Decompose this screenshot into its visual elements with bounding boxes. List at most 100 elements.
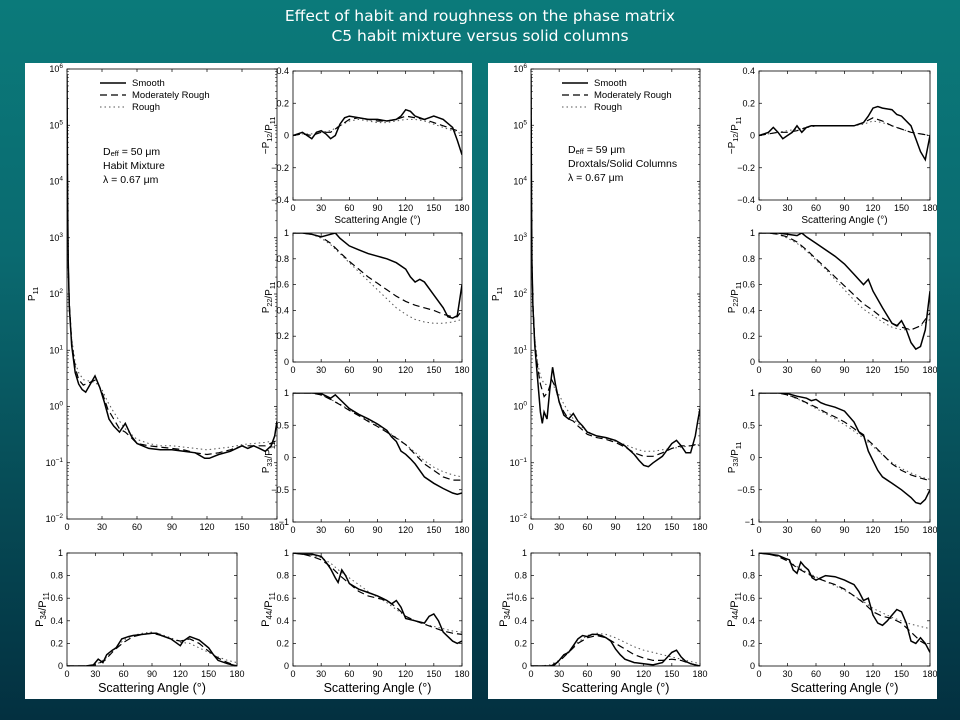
- chart-p34: 0 30 60 90 120 150 18000.20.40.60.81P34/P11Sca…: [498, 548, 708, 695]
- series-line-smooth: [293, 553, 462, 645]
- y-tick-label: 0.2: [514, 638, 527, 648]
- x-tick-label: 90: [839, 669, 849, 679]
- y-tick-exponent: 1: [523, 344, 527, 351]
- series-line-smooth: [293, 393, 462, 496]
- x-tick-label: 180: [454, 525, 469, 535]
- x-tick-label: 60: [582, 522, 592, 532]
- legend-label-rough: Rough: [594, 102, 622, 113]
- series-line-rough: [759, 233, 930, 331]
- y-tick-label: 100: [513, 401, 527, 412]
- y-axis-label-part: P: [261, 466, 272, 473]
- y-tick-label: 0.8: [742, 571, 755, 581]
- plot-frame: [758, 552, 931, 667]
- series-line-smooth: [293, 233, 462, 319]
- y-tick-label: 0.2: [742, 98, 755, 108]
- y-tick-label: 1: [284, 548, 289, 558]
- y-axis-label-subscript: 44: [265, 610, 274, 619]
- y-tick-label: 0.6: [276, 593, 289, 603]
- y-tick-exponent: 0: [523, 401, 527, 408]
- x-tick-label: 0: [64, 522, 69, 532]
- x-tick-label: 30: [554, 522, 564, 532]
- chart-p44: 0 30 60 90 120 150 18000.20.40.60.81P44/P11Sca…: [260, 548, 470, 695]
- chart-p34: 0 30 60 90 120 150 18000.20.40.60.81P34/P11Sca…: [34, 548, 245, 695]
- series-line-smooth: [293, 108, 462, 156]
- chart-p44: 0 30 60 90 120 150 18000.20.40.60.81P44/P11Sca…: [726, 548, 937, 695]
- y-axis-label-part: /: [264, 131, 275, 134]
- x-tick-label: 90: [610, 522, 620, 532]
- y-tick-label: 0.4: [276, 66, 289, 76]
- y-axis-label: P11: [491, 287, 504, 301]
- y-axis-label: P44/P11: [260, 592, 277, 627]
- x-tick-label: 180: [922, 669, 937, 679]
- x-tick-label: 120: [398, 203, 413, 213]
- x-tick-label: 60: [344, 365, 354, 375]
- y-axis-label-subscript: 11: [734, 442, 743, 449]
- x-tick-label: 30: [316, 525, 326, 535]
- x-tick-label: 30: [782, 669, 792, 679]
- chart-p12: 0 30 60 90 120 150 180 −0.4 −0.2 0 0.2 0.4 −P12/P11 S…: [727, 66, 937, 226]
- plot-frame: [66, 68, 278, 520]
- y-tick-label: −0.5: [737, 485, 755, 495]
- x-tick-label: 30: [782, 365, 792, 375]
- plot-frame: [66, 552, 238, 667]
- y-axis-label-subscript: 11: [268, 442, 277, 449]
- y-tick-label: 0.6: [742, 280, 755, 290]
- x-tick-label: 120: [865, 525, 880, 535]
- y-axis-label-subscript: 34: [503, 610, 512, 619]
- annotation-eff-subscript: eff: [111, 149, 120, 158]
- y-tick-label: −0.2: [271, 163, 289, 173]
- x-tick-label: 30: [554, 669, 564, 679]
- y-axis-label-part: P: [729, 600, 741, 607]
- x-tick-label: 180: [454, 669, 469, 679]
- chart-p11: 0 30 60 90 120 150 18010−210−11001011021031041…: [491, 63, 708, 532]
- y-tick-exponent: 3: [523, 232, 527, 239]
- x-tick-label: 90: [372, 669, 382, 679]
- annotation-deff: Deff = 59 μm: [568, 144, 625, 156]
- y-axis-label-part: /: [730, 131, 741, 134]
- figure-panel-habit-mixture: 0 30 60 90 120 150 180 10−2 10−1 100 101 102 103 104 1…: [25, 63, 472, 699]
- chart-p12: 0 30 60 90 120 150 180 −0.4 −0.2 0 0.2 0.4 −P12/P11 S…: [261, 66, 470, 226]
- y-axis-label-part: P: [264, 289, 275, 296]
- y-axis-label-subscript: 44: [731, 610, 740, 619]
- y-axis-label-subscript: 11: [268, 282, 277, 289]
- annotation: Deff = 50 μm Habit Mixture λ = 0.67 μm: [103, 146, 165, 186]
- x-tick-label: 60: [132, 522, 142, 532]
- y-tick-label: 10−2: [46, 513, 64, 524]
- y-axis-label: P33/P11: [727, 442, 743, 474]
- x-tick-label: 90: [372, 365, 382, 375]
- y-axis-label: −P12/P11: [727, 117, 743, 154]
- y-tick-label: 1: [284, 388, 289, 398]
- annotation-deff-value: = 50 μm: [119, 146, 161, 158]
- y-tick-label: 0.2: [276, 638, 289, 648]
- y-axis-label-part: /: [730, 296, 741, 299]
- annotation-habit: Droxtals/Solid Columns: [568, 158, 677, 170]
- y-tick-exponent: 0: [59, 401, 63, 408]
- y-tick-label: 0: [284, 357, 289, 367]
- y-tick-label: 0.2: [742, 331, 755, 341]
- x-tick-label: 30: [90, 669, 100, 679]
- y-tick-label: 0.4: [514, 616, 527, 626]
- plot-frame: [292, 552, 463, 667]
- x-tick-label: 60: [344, 525, 354, 535]
- y-tick-label: 0: [284, 131, 289, 141]
- x-axis-label: Scattering Angle (°): [791, 681, 899, 695]
- series-line-rough: [293, 233, 462, 324]
- x-tick-label: 150: [426, 525, 441, 535]
- y-tick-label: −0.4: [271, 195, 289, 205]
- y-tick-label: 0.4: [742, 305, 755, 315]
- series-line-moderately-rough: [759, 393, 930, 482]
- y-tick-label: 0.6: [276, 280, 289, 290]
- y-tick-label: 1: [750, 548, 755, 558]
- y-axis-label-subscript: 11: [42, 592, 51, 601]
- series-line-moderately-rough: [67, 632, 237, 666]
- x-axis-label: Scattering Angle (°): [324, 681, 432, 695]
- y-axis-label-part: P: [501, 600, 513, 607]
- plot-frame: [530, 68, 701, 520]
- annotation-deff-value: = 59 μm: [584, 144, 626, 156]
- annotation-d: D: [568, 144, 576, 156]
- series-group: [67, 74, 277, 460]
- y-tick-label: 0.2: [276, 331, 289, 341]
- y-axis-label-part: P: [726, 620, 738, 627]
- series-line-moderately-rough: [531, 85, 700, 457]
